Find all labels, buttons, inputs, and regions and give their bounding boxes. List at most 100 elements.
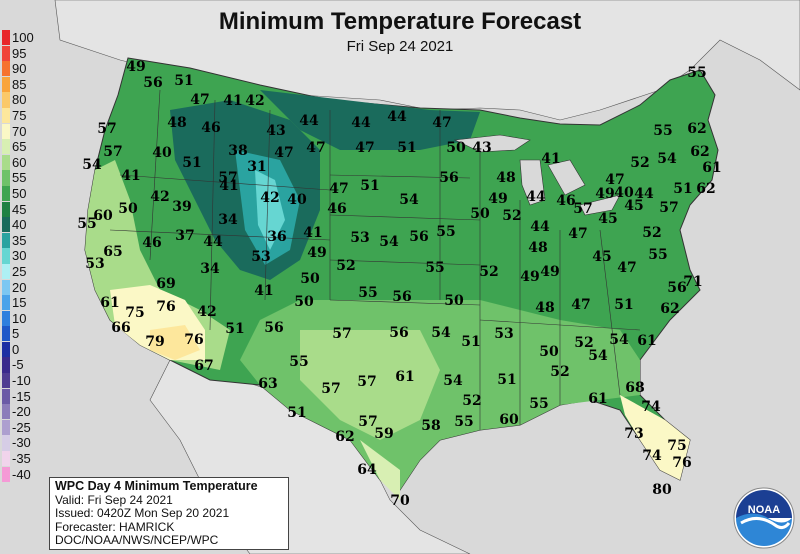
temperature-value: 73 <box>624 426 644 442</box>
legend-row: 60 <box>0 154 48 171</box>
temperature-value: 62 <box>660 301 680 317</box>
legend-label: -15 <box>12 388 31 404</box>
temperature-value: 55 <box>289 354 309 370</box>
legend-label: 75 <box>12 107 27 123</box>
temperature-value: 51 <box>182 155 202 171</box>
temperature-value: 56 <box>667 280 687 296</box>
legend-row: -10 <box>0 373 48 389</box>
legend-swatch <box>2 295 10 311</box>
temperature-value: 51 <box>174 73 194 89</box>
temperature-value: 61 <box>637 333 657 349</box>
cool-region-north <box>260 90 480 150</box>
temperature-value: 64 <box>357 462 377 478</box>
temperature-value: 71 <box>683 274 703 290</box>
temperature-value: 57 <box>97 121 117 137</box>
legend-swatch <box>2 404 10 420</box>
map-title: Minimum Temperature Forecast <box>218 8 582 35</box>
temperature-value: 55 <box>653 123 673 139</box>
temperature-value: 56 <box>389 325 409 341</box>
temperature-value: 49 <box>540 264 560 280</box>
temperature-value: 69 <box>156 276 176 292</box>
temperature-value: 46 <box>327 201 347 217</box>
legend-row: 45 <box>0 201 48 218</box>
legend-label: 80 <box>12 92 27 108</box>
temperature-value: 34 <box>218 212 238 228</box>
temperature-value: 55 <box>529 396 549 412</box>
temperature-value: 55 <box>425 260 445 276</box>
hottest-region-desert <box>150 325 200 360</box>
temperature-value: 47 <box>432 115 452 131</box>
temperature-value: 57 <box>218 170 238 186</box>
legend-row: 30 <box>0 248 48 264</box>
temperature-value: 62 <box>687 121 707 137</box>
temperature-value: 54 <box>588 348 608 364</box>
temperature-value: 41 <box>254 283 274 299</box>
temperature-value: 61 <box>588 391 608 407</box>
temperature-value: 50 <box>444 293 464 309</box>
legend-label: -25 <box>12 419 31 435</box>
legend-row: -40 <box>0 466 48 483</box>
temperature-value: 47 <box>355 140 375 156</box>
legend-swatch <box>2 92 10 108</box>
temperature-value: 47 <box>605 172 625 188</box>
temperature-value: 63 <box>258 376 278 392</box>
temperature-value: 53 <box>85 256 105 272</box>
temperature-value: 51 <box>397 140 417 156</box>
temperature-value: 45 <box>592 249 612 265</box>
legend-swatch <box>2 373 10 389</box>
temperature-value: 65 <box>103 244 123 260</box>
temperature-value: 75 <box>667 438 687 454</box>
temperature-value: 50 <box>118 201 138 217</box>
legend-row: -15 <box>0 388 48 405</box>
temperature-value: 44 <box>351 115 371 131</box>
legend-label: 30 <box>12 248 27 264</box>
legend-row: 75 <box>0 107 48 124</box>
legend-swatch <box>2 388 10 404</box>
temperature-value: 47 <box>329 181 349 197</box>
temperature-value: 56 <box>409 229 429 245</box>
temperature-value: 80 <box>652 482 672 498</box>
legend-label: 65 <box>12 139 27 155</box>
temperature-value: 54 <box>379 234 399 250</box>
lake-huron <box>547 159 586 196</box>
temperature-value: 75 <box>125 305 145 321</box>
temperature-value: 47 <box>571 297 591 313</box>
legend-swatch <box>2 185 10 202</box>
legend-label: 60 <box>12 154 27 170</box>
temperature-value: 42 <box>197 304 217 320</box>
temperature-value: 34 <box>200 261 220 277</box>
temperature-value: 74 <box>642 448 662 464</box>
temperature-value: 47 <box>190 92 210 108</box>
legend-label: 25 <box>12 263 27 279</box>
temperature-value: 50 <box>294 294 314 310</box>
temperature-value: 44 <box>634 186 654 202</box>
temperature-value: 54 <box>657 151 677 167</box>
legend-row: 70 <box>0 123 48 140</box>
temperature-value: 43 <box>266 123 286 139</box>
legend-label: 5 <box>12 326 20 342</box>
temperature-value: 53 <box>494 326 514 342</box>
temperature-value: 76 <box>184 332 204 348</box>
temperature-value: 43 <box>472 140 492 156</box>
temperature-value: 42 <box>260 190 280 206</box>
temperature-value: 49 <box>595 186 615 202</box>
legend-label: 70 <box>12 123 27 139</box>
legend-row: 0 <box>0 341 48 358</box>
temperature-value: 51 <box>287 405 307 421</box>
legend-row: 85 <box>0 76 48 93</box>
temperature-value: 42 <box>150 189 170 205</box>
temperature-value: 40 <box>614 185 634 201</box>
legend-label: -40 <box>12 466 31 482</box>
temperature-value: 47 <box>274 145 294 161</box>
temperature-value: 51 <box>225 321 245 337</box>
legend-row: 40 <box>0 217 48 233</box>
temperature-value: 41 <box>303 225 323 241</box>
temperature-value: 54 <box>399 192 419 208</box>
temperature-value: 52 <box>574 335 594 351</box>
lake-superior <box>453 134 531 153</box>
legend-swatch <box>2 217 10 233</box>
temperature-value: 57 <box>358 414 378 430</box>
legend-row: 50 <box>0 185 48 202</box>
temperature-value: 53 <box>350 230 370 246</box>
